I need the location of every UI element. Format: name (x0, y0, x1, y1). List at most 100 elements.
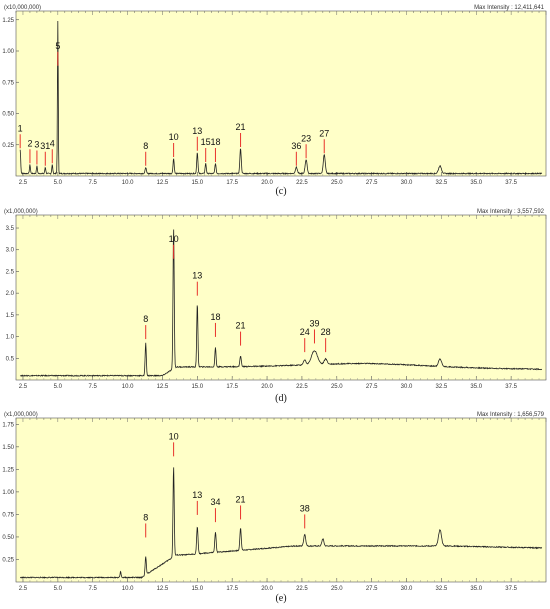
x-tick-label: 10.0 (122, 180, 134, 186)
scale-label: (x10,000,000) (4, 5, 41, 11)
panel-caption: (d) (275, 393, 287, 404)
x-tick-label: 12.5 (157, 586, 169, 592)
peak-label: 15 (201, 137, 211, 147)
peak-label: 2 (27, 138, 32, 148)
peak-label: 13 (192, 126, 202, 136)
plot-area (15, 214, 547, 381)
x-tick-label: 25.0 (331, 180, 343, 186)
x-tick-label: 27.5 (366, 384, 378, 390)
y-tick-label: 3.0 (6, 248, 15, 254)
peak-label: 34 (210, 497, 220, 507)
peak-label: 28 (321, 327, 331, 337)
plot-area (15, 417, 547, 583)
peak-label: 38 (300, 503, 310, 513)
peak-label: 13 (192, 490, 202, 500)
x-tick-label: 7.5 (89, 586, 98, 592)
x-tick-label: 5.0 (54, 180, 63, 186)
panel-caption: (e) (275, 593, 286, 604)
peak-label: 8 (143, 314, 148, 324)
x-tick-label: 12.5 (157, 180, 169, 186)
y-tick-label: 0.50 (2, 112, 14, 118)
y-tick-label: 1.50 (2, 445, 14, 451)
x-tick-label: 27.5 (366, 586, 378, 592)
plot-area (15, 10, 547, 177)
chromatogram-panel: 2.5 5.0 7.5 10.0 12.5 15.0 17.5 20.0 22.5 25.0 27.… (2, 5, 547, 197)
peak-label: 18 (210, 312, 220, 322)
peak-label: 18 (210, 137, 220, 147)
chromatogram-trace (19, 229, 543, 377)
x-tick-label: 22.5 (296, 180, 308, 186)
y-tick-label: 0.25 (2, 557, 14, 563)
x-tick-label: 22.5 (296, 586, 308, 592)
peak-label: 23 (301, 133, 311, 143)
x-tick-label: 30.0 (401, 384, 413, 390)
y-tick-label: 1.00 (2, 49, 14, 55)
x-tick-label: 15.0 (191, 586, 203, 592)
peak-label: 8 (143, 141, 148, 151)
y-tick-label: 0.75 (2, 512, 14, 518)
x-tick-label: 15.0 (191, 180, 203, 186)
peak-label: 8 (143, 512, 148, 522)
chromatogram-trace (19, 21, 543, 175)
x-tick-label: 12.5 (157, 384, 169, 390)
x-tick-label: 35.0 (470, 384, 482, 390)
y-tick-label: 0.50 (2, 535, 14, 541)
peak-label: 1 (18, 123, 23, 133)
x-tick-label: 37.5 (505, 586, 517, 592)
x-tick-label: 7.5 (89, 384, 98, 390)
y-tick-label: 2.0 (6, 291, 15, 297)
x-tick-label: 30.0 (401, 586, 413, 592)
x-tick-label: 7.5 (89, 180, 98, 186)
x-tick-label: 20.0 (261, 180, 273, 186)
peak-label: 5 (55, 41, 60, 51)
y-tick-label: 1.00 (2, 490, 14, 496)
peak-label: 10 (169, 132, 179, 142)
scale-label: (x1,000,000) (4, 209, 38, 215)
x-tick-label: 35.0 (470, 180, 482, 186)
peak-label: 24 (300, 327, 310, 337)
x-tick-label: 32.5 (436, 586, 448, 592)
x-tick-label: 17.5 (226, 180, 238, 186)
max-intensity: Max Intensity : 12,411,641 (474, 5, 545, 11)
peak-label: 31 (40, 141, 50, 151)
x-tick-label: 27.5 (366, 180, 378, 186)
x-tick-label: 10.0 (122, 586, 134, 592)
y-tick-label: 0.5 (6, 356, 15, 362)
y-tick-label: 1.25 (2, 467, 14, 473)
x-tick-label: 10.0 (122, 384, 134, 390)
x-tick-label: 32.5 (436, 180, 448, 186)
y-tick-label: 1.0 (6, 335, 15, 341)
x-tick-label: 37.5 (505, 180, 517, 186)
x-tick-label: 30.0 (401, 180, 413, 186)
y-tick-label: 0.25 (2, 143, 14, 149)
x-tick-label: 35.0 (470, 586, 482, 592)
x-tick-label: 22.5 (296, 384, 308, 390)
peak-label: 21 (236, 122, 246, 132)
peak-label: 4 (50, 138, 55, 148)
y-tick-label: 3.5 (6, 226, 15, 232)
peak-label: 21 (236, 321, 246, 331)
peak-label: 36 (291, 141, 301, 151)
peak-label: 21 (236, 494, 246, 504)
panel-caption: (c) (275, 186, 286, 197)
peak-label: 39 (309, 318, 319, 328)
peak-label: 13 (192, 271, 202, 281)
x-tick-label: 5.0 (54, 586, 63, 592)
y-tick-label: 1.75 (2, 422, 14, 428)
x-tick-label: 17.5 (226, 586, 238, 592)
x-tick-label: 25.0 (331, 586, 343, 592)
x-tick-label: 37.5 (505, 384, 517, 390)
y-tick-label: 1.5 (6, 313, 15, 319)
y-tick-label: 2.5 (6, 269, 15, 275)
peak-label: 27 (319, 128, 329, 138)
x-tick-label: 5.0 (54, 384, 63, 390)
x-tick-label: 15.0 (191, 384, 203, 390)
chromatogram-trace (19, 467, 543, 579)
scale-label: (x1,000,000) (4, 412, 38, 418)
x-tick-label: 2.5 (19, 586, 28, 592)
x-tick-label: 20.0 (261, 586, 273, 592)
chromatogram-panel: 2.5 5.0 7.5 10.0 12.5 15.0 17.5 20.0 22.5 25.0 27.… (2, 412, 547, 604)
y-tick-label: 0.75 (2, 80, 14, 86)
max-intensity: Max Intensity : 3,557,592 (477, 209, 545, 215)
